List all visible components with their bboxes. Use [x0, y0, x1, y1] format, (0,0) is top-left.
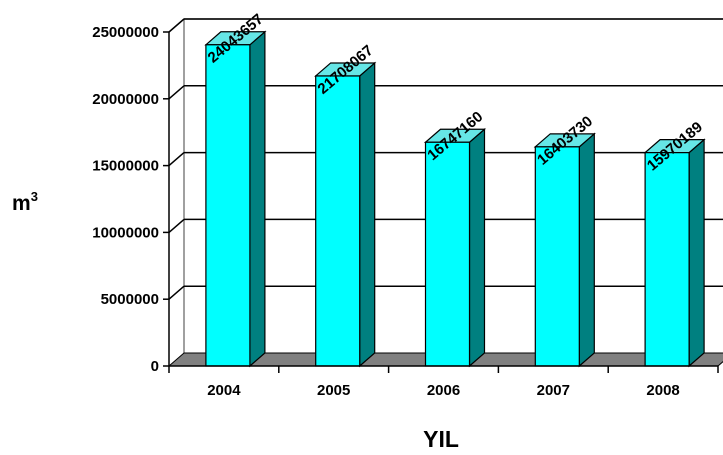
- y-axis-title-superscript: 3: [31, 189, 38, 204]
- bar-front: [315, 75, 361, 367]
- bar-side: [468, 127, 486, 368]
- bar: [314, 61, 377, 368]
- y-tick-label: 0: [151, 358, 159, 375]
- x-tick-label: 2006: [427, 382, 460, 399]
- y-tick-label: 20000000: [92, 91, 159, 108]
- bar: [533, 132, 596, 368]
- x-tick-label: 2004: [207, 382, 241, 399]
- gridline-side: [168, 285, 185, 300]
- y-tick-label: 5000000: [101, 291, 159, 308]
- y-tick-label: 15000000: [92, 158, 159, 175]
- x-tick-label: 2005: [317, 382, 350, 399]
- bar-side: [578, 132, 595, 368]
- gridline-side: [168, 218, 185, 233]
- bar: [204, 30, 267, 368]
- y-tick-label: 10000000: [92, 224, 159, 241]
- gridline-side: [168, 18, 185, 33]
- x-axis-title: YIL: [423, 426, 459, 452]
- x-tick-label: 2008: [646, 382, 679, 399]
- bar-front: [644, 152, 690, 367]
- gridline-side: [168, 152, 185, 167]
- bars: [204, 30, 706, 368]
- y-axis: 0 5000000 10000000 15000000 20000000 25000000: [92, 24, 170, 375]
- y-axis-title: m3: [12, 189, 38, 215]
- y-axis-title-base: m: [12, 192, 31, 215]
- bar: [643, 138, 706, 368]
- bar-front: [534, 146, 580, 367]
- bar-side: [249, 30, 266, 368]
- bar-side: [688, 138, 705, 368]
- x-tick-label: 2007: [537, 382, 570, 399]
- x-axis: 2004 2005 2006 2007 2008: [168, 365, 719, 399]
- bar-front: [424, 141, 471, 367]
- gridline-side: [168, 85, 185, 100]
- bar-side: [359, 61, 376, 368]
- bar-front: [205, 44, 251, 367]
- y-tick-label: 25000000: [92, 24, 159, 41]
- bar: [423, 127, 487, 368]
